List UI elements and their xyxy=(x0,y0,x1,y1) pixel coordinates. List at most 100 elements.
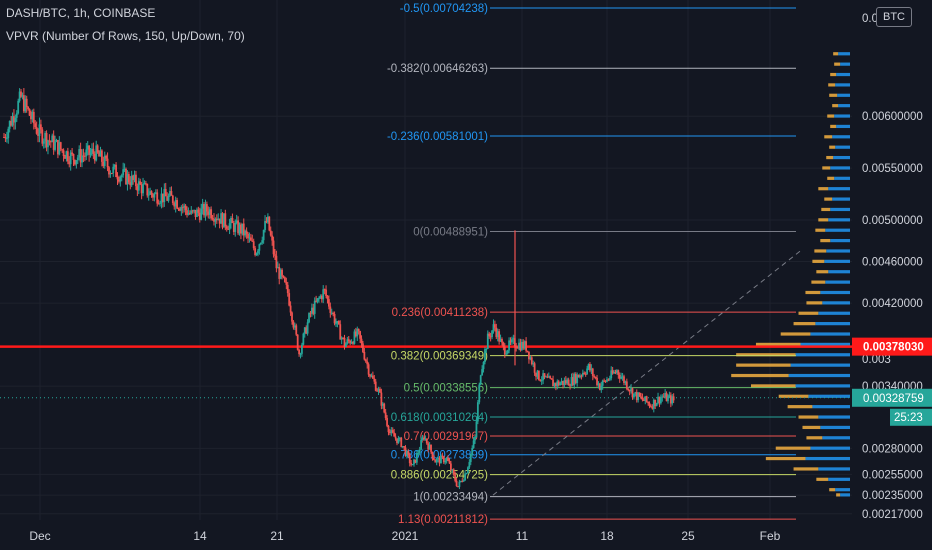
candle-body xyxy=(485,348,488,350)
candle-body xyxy=(24,98,27,112)
volume-profile-down-bar xyxy=(827,176,835,180)
candle-body xyxy=(606,379,608,382)
candle-body xyxy=(502,342,505,347)
volume-profile-down-bar xyxy=(827,114,835,118)
candle-body xyxy=(472,440,475,448)
candle-body xyxy=(413,459,415,465)
candle-body xyxy=(132,175,135,181)
candle-body xyxy=(105,155,108,159)
candle-body xyxy=(664,393,667,397)
candle-body xyxy=(122,169,125,176)
candle-body xyxy=(120,175,123,177)
candle-body xyxy=(628,390,631,392)
candle-body xyxy=(333,313,336,324)
fib-level-label: 1(0.00233494) xyxy=(413,492,488,504)
candle-body xyxy=(543,373,546,378)
candle-body xyxy=(438,457,441,464)
candle-body xyxy=(210,209,213,219)
candle-body xyxy=(51,135,54,143)
candle-body xyxy=(547,376,550,378)
candle-body xyxy=(75,160,78,165)
volume-profile-up-bar xyxy=(818,467,850,471)
candle-body xyxy=(455,480,458,487)
candle-body xyxy=(258,244,261,251)
candle-body xyxy=(238,224,241,234)
candle-body xyxy=(617,370,620,375)
candle-body xyxy=(170,191,173,196)
candle-body xyxy=(608,378,611,380)
symbol-title[interactable]: DASH/BTC, 1h, COINBASE xyxy=(6,6,156,20)
volume-profile-up-bar xyxy=(825,280,850,284)
volume-profile-down-bar xyxy=(780,332,811,336)
candle-body xyxy=(550,378,553,380)
candle-body xyxy=(380,392,383,406)
candle-body xyxy=(57,139,59,155)
candle-body xyxy=(116,177,119,180)
candle-body xyxy=(505,353,508,355)
volume-profile-down-bar xyxy=(775,446,811,450)
currency-badge[interactable]: BTC xyxy=(876,7,912,27)
candle-body xyxy=(562,380,564,386)
candle-body xyxy=(47,140,49,148)
indicator-legend[interactable]: VPVR (Number Of Rows, 150, Up/Down, 70) xyxy=(6,29,245,43)
candle-body xyxy=(546,376,549,378)
candle-body xyxy=(228,223,231,230)
candle-body xyxy=(8,120,11,129)
candle-body xyxy=(49,141,52,143)
price-axis-tick: 0.00600000 xyxy=(862,111,923,123)
countdown-tag xyxy=(890,408,932,426)
candle-body xyxy=(611,370,614,374)
candle-body xyxy=(587,364,590,369)
candle-body xyxy=(126,174,129,185)
volume-profile-down-bar xyxy=(787,405,813,409)
candle-body xyxy=(61,149,64,151)
candle-body xyxy=(624,381,627,383)
candle-body xyxy=(82,155,85,157)
candle-body xyxy=(379,388,381,393)
candle-body xyxy=(381,403,384,406)
candle-body xyxy=(135,174,137,187)
volume-profile-down-bar xyxy=(793,467,819,471)
candle-body xyxy=(194,209,197,217)
candle-body xyxy=(89,152,92,155)
candle-body xyxy=(205,204,208,212)
candle-body xyxy=(598,383,601,390)
candle-body xyxy=(91,148,93,153)
candle-body xyxy=(223,213,225,228)
candle-body xyxy=(668,395,671,397)
candles xyxy=(3,88,675,490)
candle-body xyxy=(237,220,239,234)
candle-body xyxy=(79,149,82,163)
candle-body xyxy=(154,192,157,194)
candle-body xyxy=(469,453,472,463)
candle-body xyxy=(86,145,89,150)
candle-body xyxy=(316,298,319,302)
candle-body xyxy=(360,338,363,344)
volume-profile-down-bar xyxy=(802,425,821,430)
volume-profile-down-bar xyxy=(829,488,836,492)
candle-body xyxy=(396,438,398,444)
candle-body xyxy=(347,339,350,341)
candle-body xyxy=(305,327,308,334)
candle-body xyxy=(310,307,313,314)
candle-body xyxy=(404,447,407,457)
candle-body xyxy=(450,463,452,471)
candle-body xyxy=(532,363,535,365)
volume-profile-up-bar xyxy=(830,207,850,212)
candle-body xyxy=(337,321,340,325)
candle-body xyxy=(549,376,552,379)
candle-body xyxy=(129,182,132,186)
candle-body xyxy=(257,250,259,254)
candle-body xyxy=(465,473,468,475)
candle-body xyxy=(648,403,651,407)
last-price-label: 0.00328759 xyxy=(863,393,924,405)
fib-level-label: 0.618(0.00310264) xyxy=(391,412,488,424)
candle-body xyxy=(581,372,584,376)
candle-body xyxy=(576,374,579,383)
candle-body xyxy=(92,148,95,154)
candle-body xyxy=(112,166,115,174)
candle-body xyxy=(39,124,42,130)
candle-body xyxy=(665,393,668,402)
